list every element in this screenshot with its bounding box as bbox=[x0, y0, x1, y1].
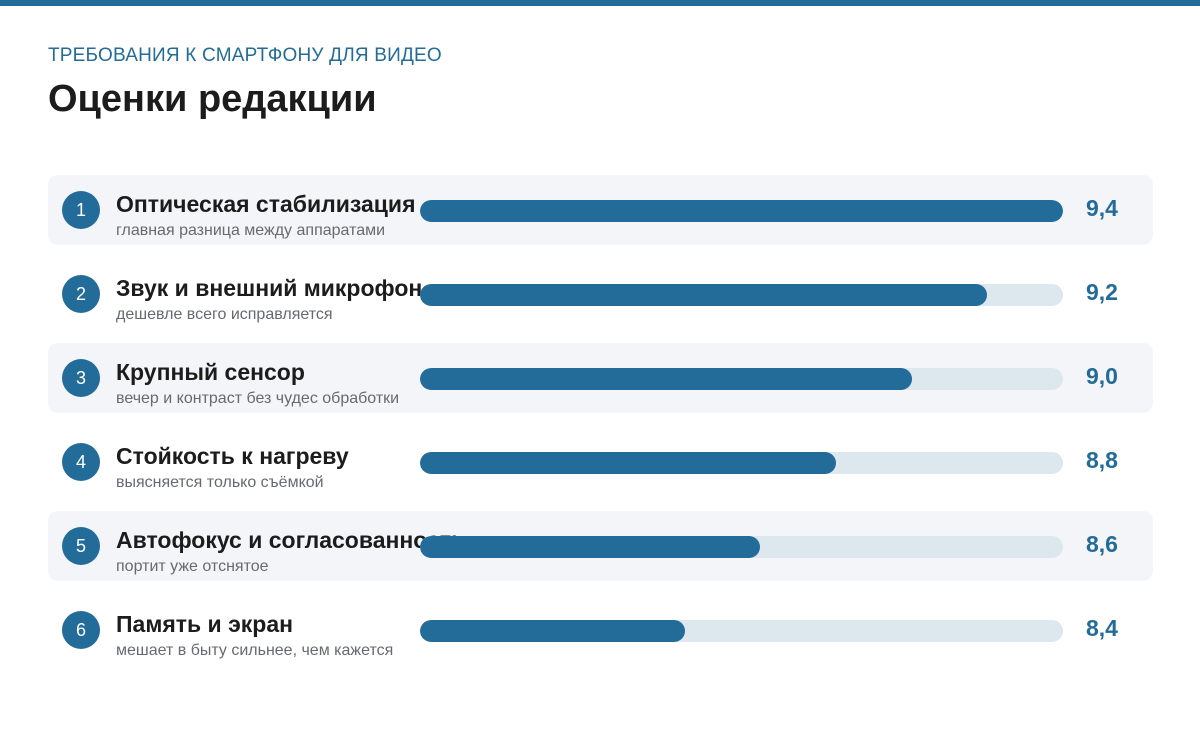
bar-track bbox=[420, 368, 1063, 390]
bar-track bbox=[420, 284, 1063, 306]
bar-track bbox=[420, 536, 1063, 558]
rank-badge: 5 bbox=[62, 527, 100, 565]
category-label: Крупный сенсор bbox=[116, 359, 305, 385]
bar bbox=[420, 284, 988, 306]
bar-track bbox=[420, 620, 1063, 642]
bar bbox=[420, 452, 837, 474]
bar bbox=[420, 620, 685, 642]
category-note: выясняется только съёмкой bbox=[116, 474, 324, 491]
bar bbox=[420, 536, 761, 558]
category-label: Автофокус и согласованность bbox=[116, 527, 466, 553]
rank-badge: 6 bbox=[62, 611, 100, 649]
page-kicker: ТРЕБОВАНИЯ К СМАРТФОНУ ДЛЯ ВИДЕО bbox=[48, 45, 442, 66]
rating-row: 5 Автофокус и согласованность портит уже… bbox=[48, 511, 1153, 581]
category-label: Оптическая стабилизация bbox=[116, 191, 416, 217]
rating-row: 1 Оптическая стабилизация главная разниц… bbox=[48, 175, 1153, 245]
value-label: 8,4 bbox=[1086, 615, 1118, 641]
value-label: 9,2 bbox=[1086, 279, 1118, 305]
category-note: портит уже отснятое bbox=[116, 558, 269, 575]
rating-row: 3 Крупный сенсор вечер и контраст без чу… bbox=[48, 343, 1153, 413]
category-note: мешает в быту сильнее, чем кажется bbox=[116, 642, 394, 659]
rank-badge: 1 bbox=[62, 191, 100, 229]
rating-row: 2 Звук и внешний микрофон дешевле всего … bbox=[48, 259, 1153, 329]
ratings-chart: 1 Оптическая стабилизация главная разниц… bbox=[48, 175, 1153, 679]
category-label: Звук и внешний микрофон bbox=[116, 275, 423, 301]
category-note: главная разница между аппаратами bbox=[116, 222, 386, 239]
value-label: 9,0 bbox=[1086, 363, 1118, 389]
bar-track bbox=[420, 200, 1063, 222]
bar-track bbox=[420, 452, 1063, 474]
category-label: Память и экран bbox=[116, 611, 294, 637]
top-accent-bar bbox=[0, 0, 1200, 6]
category-label: Стойкость к нагреву bbox=[116, 443, 349, 469]
category-note: вечер и контраст без чудес обработки bbox=[116, 390, 400, 407]
rating-row: 4 Стойкость к нагреву выясняется только … bbox=[48, 427, 1153, 497]
value-label: 9,4 bbox=[1086, 195, 1118, 221]
category-note: дешевле всего исправляется bbox=[116, 306, 333, 323]
bar bbox=[420, 200, 1063, 222]
rank-badge: 4 bbox=[62, 443, 100, 481]
rating-row: 6 Память и экран мешает в быту сильнее, … bbox=[48, 595, 1153, 665]
rank-badge: 2 bbox=[62, 275, 100, 313]
value-label: 8,8 bbox=[1086, 447, 1118, 473]
page-title: Оценки редакции bbox=[48, 78, 377, 120]
value-label: 8,6 bbox=[1086, 531, 1118, 557]
bar bbox=[420, 368, 912, 390]
rank-badge: 3 bbox=[62, 359, 100, 397]
